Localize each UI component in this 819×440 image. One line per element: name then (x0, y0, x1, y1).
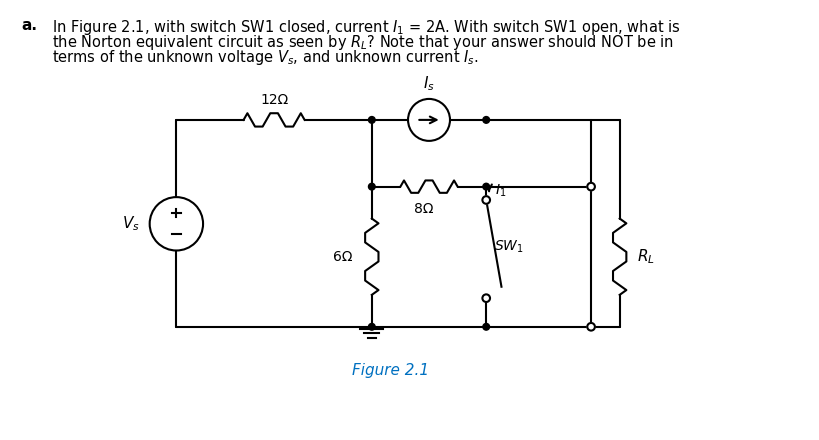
Circle shape (369, 117, 375, 123)
Text: 12Ω: 12Ω (260, 92, 288, 106)
Text: $R_L$: $R_L$ (637, 247, 654, 266)
Text: terms of the unknown voltage $V_s$, and unknown current $I_s$.: terms of the unknown voltage $V_s$, and … (52, 48, 479, 67)
Circle shape (482, 294, 490, 302)
Text: Figure 2.1: Figure 2.1 (352, 363, 429, 378)
Text: a.: a. (21, 18, 37, 33)
Circle shape (482, 196, 490, 204)
Text: the Norton equivalent circuit as seen by $R_L$? Note that your answer should NOT: the Norton equivalent circuit as seen by… (52, 33, 674, 52)
Text: 8Ω: 8Ω (414, 202, 434, 216)
Text: $V_s$: $V_s$ (122, 214, 140, 233)
Text: $I_1$: $I_1$ (495, 182, 506, 198)
Circle shape (369, 323, 375, 330)
Circle shape (483, 183, 490, 190)
Text: $I_s$: $I_s$ (423, 74, 435, 93)
Circle shape (483, 117, 490, 123)
Circle shape (587, 183, 595, 191)
Text: 6Ω: 6Ω (333, 250, 353, 264)
Circle shape (587, 323, 595, 330)
Circle shape (483, 323, 490, 330)
Text: $SW_1$: $SW_1$ (494, 239, 523, 255)
Text: In Figure 2.1, with switch SW1 closed, current $I_1$ = 2A. With switch SW1 open,: In Figure 2.1, with switch SW1 closed, c… (52, 18, 681, 37)
Circle shape (369, 183, 375, 190)
